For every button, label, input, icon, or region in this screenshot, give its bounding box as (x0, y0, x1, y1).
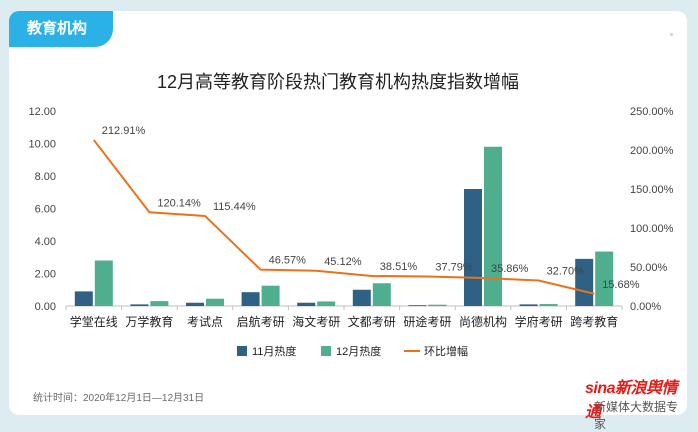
y-left-tick-label: 2.00 (35, 269, 56, 281)
y-left-tick-label: 0.00 (35, 301, 56, 313)
legend-label-growth: 环比增幅 (424, 344, 468, 358)
growth-rate-label: 37.79% (435, 262, 473, 274)
legend-swatch-dec (321, 346, 331, 356)
x-category-label: 学府考研 (515, 314, 563, 329)
sina-logo: sina新浪舆情通 (585, 380, 678, 421)
bar-nov (297, 302, 316, 306)
chart-title: 12月高等教育阶段热门教育机构热度指数增幅 (157, 72, 519, 92)
bar-dec (428, 304, 447, 306)
bar-nov (130, 304, 149, 306)
y-right-tick-label: 250.00% (630, 106, 674, 118)
y-right-tick-label: 150.00% (630, 184, 674, 196)
bar-dec (150, 301, 169, 306)
growth-rate-label: 32.70% (547, 265, 585, 277)
bar-dec (94, 260, 113, 306)
legend-swatch-nov (237, 346, 247, 356)
bar-dec (484, 146, 502, 306)
bar-nov (408, 305, 427, 306)
x-category-label: 研途考研 (403, 314, 451, 329)
category-tag: 教育机构 (9, 11, 113, 47)
x-category-label: 海文考研 (292, 314, 340, 329)
bar-dec (317, 301, 336, 306)
growth-rate-line (93, 139, 595, 295)
corner-dot (670, 33, 673, 36)
y-left-tick-label: 6.00 (35, 204, 56, 216)
bar-nov (186, 302, 204, 306)
growth-rate-label: 115.44% (213, 201, 256, 213)
bar-nov (352, 289, 371, 306)
chart-card: 教育机构 统计时间：2020年12月1日—12月31日 sina新浪舆情通 新媒… (9, 11, 687, 431)
y-right-tick-label: 0.00% (630, 301, 661, 313)
legend-label-dec: 12月热度 (336, 344, 381, 358)
x-category-label: 尚德机构 (459, 314, 507, 329)
y-left-tick-label: 4.00 (35, 236, 56, 248)
bar-dec (261, 285, 280, 306)
growth-rate-label: 35.86% (491, 263, 529, 275)
x-category-label: 学堂在线 (70, 314, 118, 329)
bar-nov (575, 258, 594, 306)
growth-rate-label: 15.68% (602, 279, 640, 291)
statistics-time-note: 统计时间：2020年12月1日—12月31日 (33, 393, 205, 404)
growth-rate-label: 38.51% (380, 261, 418, 273)
bar-dec (595, 251, 614, 306)
x-category-label: 启航考研 (237, 314, 285, 329)
x-category-label: 考试点 (187, 314, 223, 329)
bar-dec (206, 298, 224, 306)
growth-rate-label: 45.12% (324, 256, 362, 268)
bar-nov (464, 189, 482, 306)
y-right-tick-label: 100.00% (630, 223, 674, 235)
legend-label-nov: 11月热度 (252, 344, 296, 358)
bar-nov (241, 292, 260, 306)
bar-nov (519, 304, 538, 306)
growth-rate-label: 212.91% (102, 125, 146, 137)
y-right-tick-label: 50.00% (630, 262, 668, 274)
y-left-tick-label: 12.00 (28, 106, 56, 118)
growth-rate-label: 46.57% (269, 255, 307, 267)
bar-dec (372, 283, 391, 306)
x-category-label: 跨考教育 (570, 314, 618, 329)
y-right-tick-label: 200.00% (630, 145, 674, 157)
y-left-tick-label: 10.00 (28, 139, 56, 151)
y-left-tick-label: 8.00 (35, 171, 56, 183)
bar-dec (539, 304, 558, 306)
bar-nov (74, 291, 93, 306)
growth-rate-label: 120.14% (157, 197, 201, 209)
x-category-label: 万学教育 (125, 314, 173, 329)
x-category-label: 文都考研 (348, 314, 396, 329)
